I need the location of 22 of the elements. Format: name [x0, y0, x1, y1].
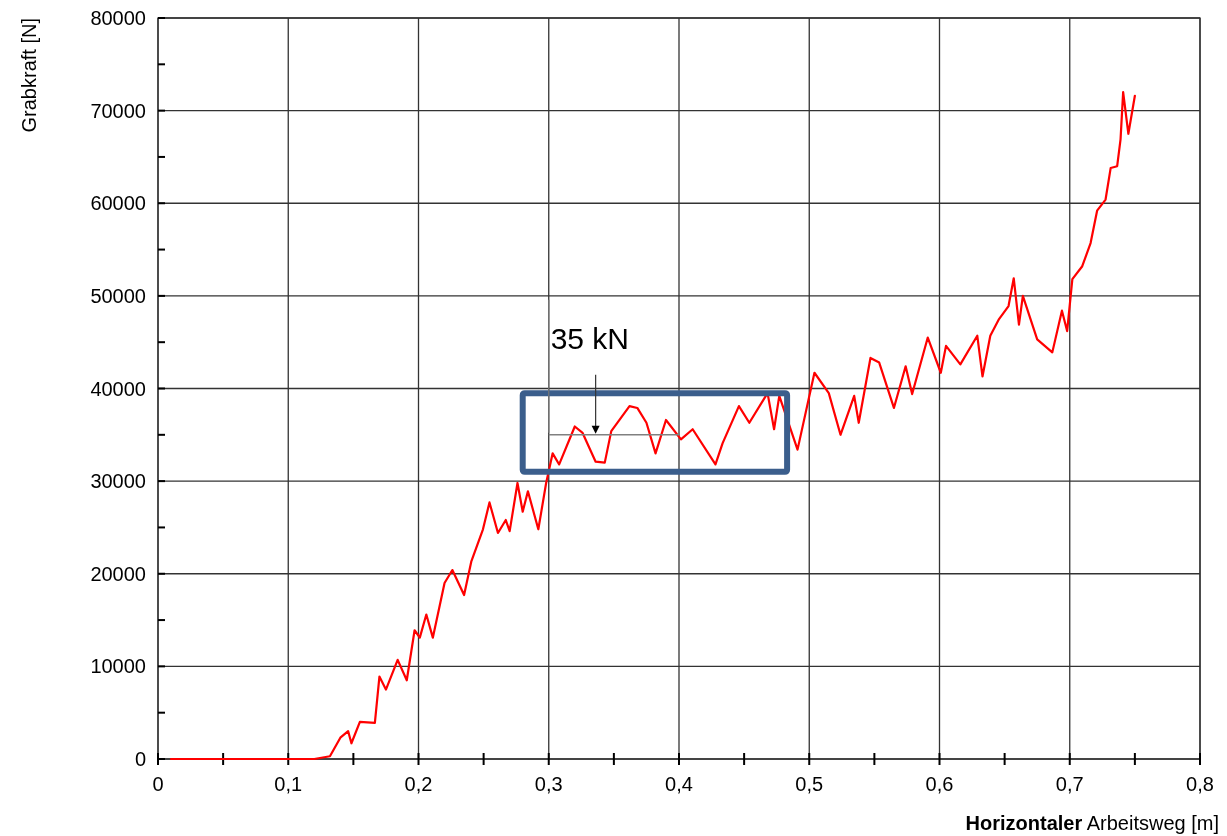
y-tick-label: 10000: [90, 655, 146, 678]
y-tick-label: 60000: [90, 192, 146, 215]
y-axis-title: Grabkraft [N]: [18, 18, 40, 133]
x-tick-label: 0,6: [925, 773, 954, 795]
x-axis-title: Horizontaler Arbeitsweg [m]: [965, 812, 1219, 834]
y-tick-label: 50000: [90, 284, 146, 307]
y-tick-label: 80000: [90, 7, 146, 29]
x-tick-label: 0,4: [665, 773, 693, 795]
line-series: [169, 91, 1136, 761]
x-tick-label: 0,5: [795, 773, 824, 795]
y-tick-label: 20000: [90, 562, 146, 585]
x-tick-label: 0,2: [404, 773, 433, 795]
x-tick-label: 0,8: [1186, 773, 1214, 795]
y-tick-label: 0: [134, 748, 146, 770]
x-tick-label: 0: [152, 773, 164, 795]
y-tick-label: 70000: [90, 99, 146, 122]
y-tick-label: 40000: [90, 377, 146, 400]
x-tick-label: 0,7: [1055, 773, 1084, 795]
ref-line-label: 35 kN: [550, 321, 630, 355]
x-tick-label: 0,3: [534, 773, 563, 795]
x-tick-label: 0,1: [274, 773, 303, 795]
y-tick-label: 30000: [90, 470, 146, 493]
